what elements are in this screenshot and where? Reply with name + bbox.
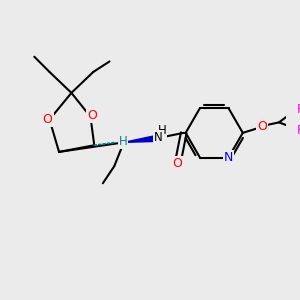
Text: O: O [257, 120, 267, 133]
Text: O: O [172, 157, 182, 170]
Text: H: H [158, 124, 166, 137]
Text: F: F [296, 103, 300, 116]
Text: N: N [154, 131, 162, 144]
Text: H: H [118, 135, 127, 148]
Polygon shape [124, 136, 155, 142]
Text: O: O [87, 109, 97, 122]
Text: O: O [43, 113, 52, 126]
Text: F: F [296, 124, 300, 136]
Text: N: N [224, 151, 233, 164]
